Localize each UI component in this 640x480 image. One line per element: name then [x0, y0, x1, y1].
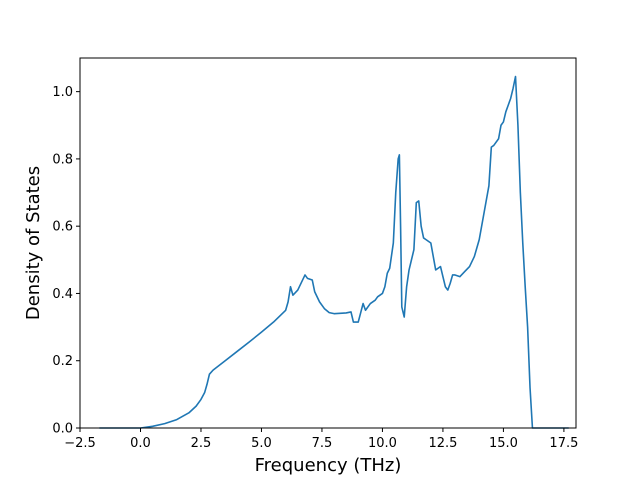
y-tick-label: 0.8 — [52, 152, 73, 167]
x-tick-label: 12.5 — [428, 436, 457, 451]
plot-area — [80, 58, 576, 428]
x-tick-label: −2.5 — [64, 436, 96, 451]
y-tick-label: 0.4 — [52, 287, 73, 302]
x-tick-label: 10.0 — [368, 436, 397, 451]
y-axis-ticks: 0.0 0.2 0.4 0.6 0.8 1.0 — [52, 85, 80, 437]
x-tick-label: 2.5 — [191, 436, 212, 451]
x-tick-label: 7.5 — [312, 436, 333, 451]
x-tick-label: 17.5 — [549, 436, 578, 451]
x-tick-label: 15.0 — [489, 436, 518, 451]
y-tick-label: 0.6 — [52, 220, 73, 235]
x-tick-label: 5.0 — [251, 436, 272, 451]
y-axis-label: Density of States — [23, 166, 44, 320]
plot-frame — [79, 57, 577, 429]
x-tick-label: 0.0 — [130, 436, 151, 451]
y-tick-label: 1.0 — [52, 85, 73, 100]
x-axis-ticks: −2.5 0.0 2.5 5.0 7.5 10.0 12.5 15.0 17.5 — [64, 428, 578, 451]
dos-series-line — [99, 75, 569, 429]
y-tick-label: 0.2 — [52, 354, 73, 369]
y-tick-label: 0.0 — [52, 422, 73, 437]
x-axis-label: Frequency (THz) — [255, 455, 402, 476]
